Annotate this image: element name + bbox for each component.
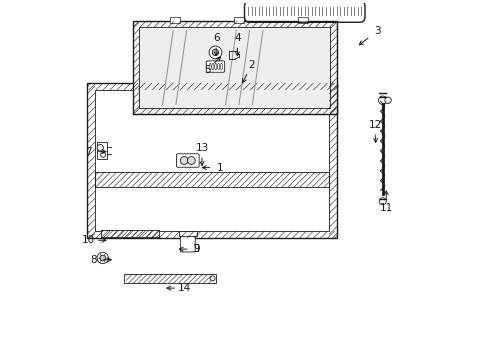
Circle shape	[384, 97, 390, 103]
Circle shape	[187, 157, 195, 165]
Text: 14: 14	[177, 283, 190, 293]
Circle shape	[97, 145, 103, 151]
Circle shape	[210, 276, 215, 281]
Circle shape	[378, 198, 386, 205]
Bar	[297, 17, 307, 23]
Bar	[234, 17, 244, 23]
Bar	[86, 82, 336, 238]
Bar	[124, 274, 216, 283]
Circle shape	[97, 252, 108, 264]
Circle shape	[209, 46, 222, 59]
Bar	[94, 90, 328, 231]
FancyBboxPatch shape	[206, 61, 224, 72]
FancyBboxPatch shape	[97, 142, 107, 159]
Circle shape	[100, 255, 105, 261]
Text: 10: 10	[82, 235, 95, 245]
Text: 7: 7	[85, 147, 92, 157]
Text: 9: 9	[193, 244, 200, 254]
Bar	[170, 17, 180, 23]
FancyBboxPatch shape	[180, 236, 195, 252]
Circle shape	[180, 157, 188, 165]
Bar	[101, 230, 159, 237]
Circle shape	[101, 152, 105, 157]
FancyBboxPatch shape	[176, 154, 199, 167]
Text: 12: 12	[368, 120, 382, 130]
Text: 2: 2	[248, 60, 254, 70]
Text: 5: 5	[203, 65, 210, 75]
Text: 8: 8	[90, 255, 97, 265]
Text: 1: 1	[216, 163, 223, 172]
Text: 11: 11	[379, 203, 392, 213]
Text: 4: 4	[234, 33, 240, 43]
Bar	[139, 27, 329, 108]
Bar	[179, 231, 196, 236]
Text: 3: 3	[373, 26, 380, 36]
Circle shape	[212, 49, 218, 55]
Bar	[133, 21, 336, 114]
Text: 13: 13	[195, 143, 208, 153]
Bar	[94, 172, 328, 187]
Text: 6: 6	[212, 33, 219, 43]
Circle shape	[378, 96, 386, 104]
